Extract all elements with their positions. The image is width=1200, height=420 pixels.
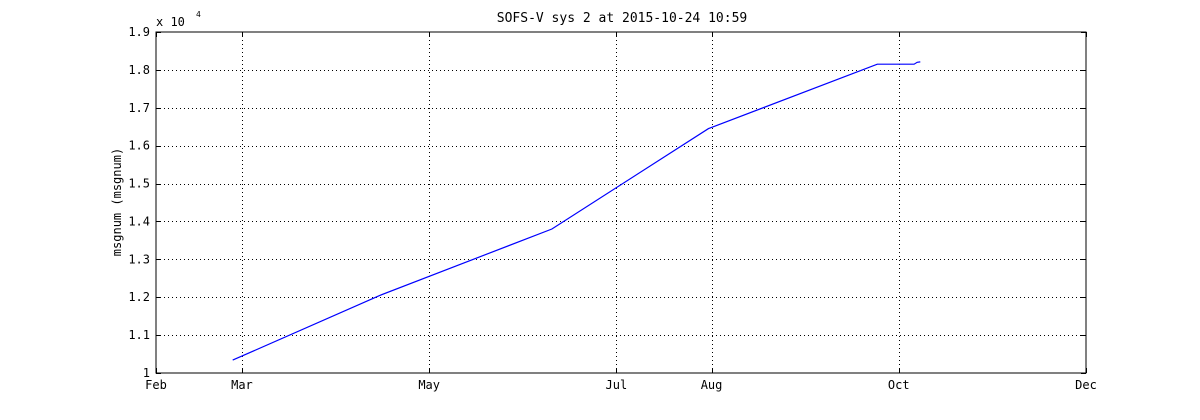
- grid: [156, 32, 1086, 373]
- y-tick-label: 1.1: [128, 328, 150, 342]
- x-tick-label: Oct: [888, 378, 910, 392]
- series-line: [232, 61, 921, 361]
- y-tick-label: 1.2: [128, 290, 150, 304]
- ticks: 1 1.1 1.2 1.3 1.4 1.5 1.6 1.7 1.8 1.9 Feb Mar May Jul…: [128, 25, 1097, 392]
- x-tick-label: Jul: [606, 378, 628, 392]
- x-tick-label: Dec: [1075, 378, 1097, 392]
- y-axis-label: msgnum (msgnum): [110, 148, 124, 256]
- x-tick-label: Aug: [701, 378, 723, 392]
- x-tick-label: Feb: [145, 378, 167, 392]
- y-tick-label: 1.7: [128, 101, 150, 115]
- y-tick-label: 1: [143, 366, 150, 380]
- x-tick-label: Mar: [231, 378, 253, 392]
- x-tick-label: May: [418, 378, 440, 392]
- y-tick-label: 1.4: [128, 214, 150, 228]
- y-tick-label: 1.8: [128, 63, 150, 77]
- y-multiplier-exponent: 4: [196, 10, 201, 19]
- plot-area: [155, 31, 1087, 374]
- y-tick-label: 1.5: [128, 177, 150, 191]
- y-tick-label: 1.9: [128, 25, 150, 39]
- y-multiplier-label: x 10: [156, 15, 185, 29]
- chart-title: SOFS-V sys 2 at 2015-10-24 10:59: [497, 11, 747, 26]
- y-tick-label: 1.6: [128, 139, 150, 153]
- y-tick-label: 1.3: [128, 252, 150, 266]
- series-layer: [232, 61, 921, 361]
